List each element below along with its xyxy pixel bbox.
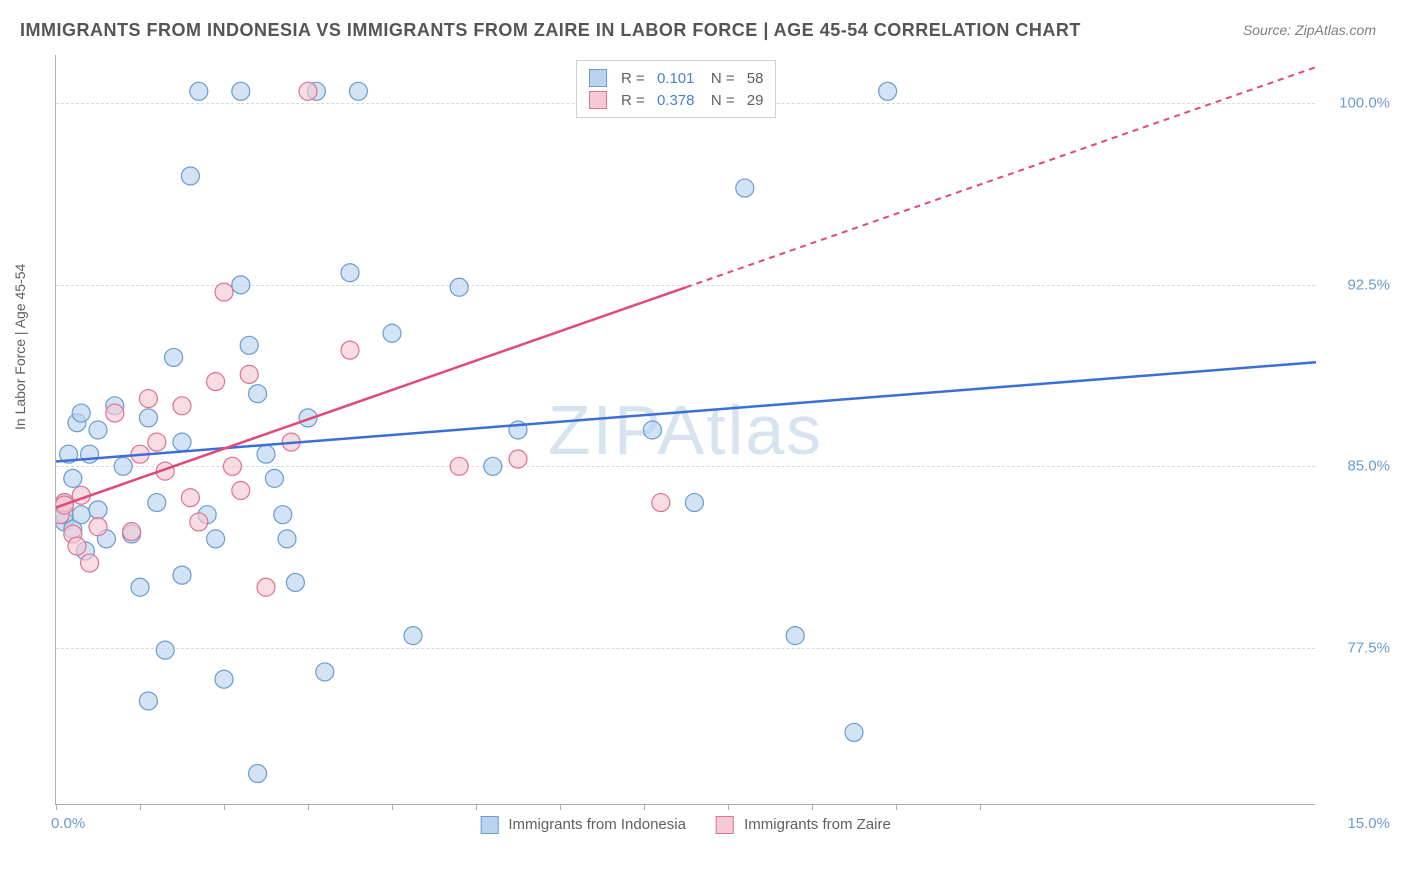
data-point — [232, 481, 250, 499]
data-point — [223, 457, 241, 475]
data-point — [286, 573, 304, 591]
data-point — [349, 82, 367, 100]
data-point — [207, 373, 225, 391]
chart-title: IMMIGRANTS FROM INDONESIA VS IMMIGRANTS … — [20, 20, 1081, 41]
data-point — [173, 397, 191, 415]
data-point — [232, 82, 250, 100]
data-point — [879, 82, 897, 100]
data-point — [181, 167, 199, 185]
data-point — [249, 385, 267, 403]
legend-n-value-2: 29 — [747, 92, 764, 109]
y-tick-label: 85.0% — [1325, 458, 1390, 475]
correlation-legend-box: R = 0.101 N = 58 R = 0.378 N = 29 — [576, 60, 776, 118]
x-axis-max-label: 15.0% — [1347, 815, 1390, 832]
legend-n-value-1: 58 — [747, 70, 764, 87]
legend-swatch-2 — [589, 91, 607, 109]
data-point — [81, 554, 99, 572]
legend-row-series-1: R = 0.101 N = 58 — [589, 67, 763, 89]
data-point — [89, 501, 107, 519]
legend-n-label: N = — [702, 92, 738, 109]
legend-label-1: Immigrants from Indonesia — [508, 816, 686, 833]
data-point — [316, 663, 334, 681]
data-point — [64, 469, 82, 487]
legend-n-label: N = — [702, 70, 738, 87]
data-point — [450, 457, 468, 475]
data-point — [652, 494, 670, 512]
legend-r-value-1: 0.101 — [657, 70, 695, 87]
legend-item-1: Immigrants from Indonesia — [480, 816, 686, 834]
y-tick-label: 77.5% — [1325, 639, 1390, 656]
data-point — [190, 82, 208, 100]
data-point — [215, 283, 233, 301]
data-point — [685, 494, 703, 512]
y-tick-label: 100.0% — [1325, 95, 1390, 112]
data-point — [786, 627, 804, 645]
y-axis-label: In Labor Force | Age 45-54 — [12, 264, 28, 430]
data-point — [114, 457, 132, 475]
data-point — [450, 278, 468, 296]
data-point — [845, 723, 863, 741]
data-point — [139, 390, 157, 408]
data-point — [173, 566, 191, 584]
data-point — [257, 445, 275, 463]
data-point — [404, 627, 422, 645]
legend-item-2: Immigrants from Zaire — [716, 816, 891, 834]
legend-row-series-2: R = 0.378 N = 29 — [589, 89, 763, 111]
legend-swatch-indonesia — [480, 816, 498, 834]
data-point — [341, 341, 359, 359]
data-point — [131, 578, 149, 596]
legend-label-2: Immigrants from Zaire — [744, 816, 891, 833]
data-point — [341, 264, 359, 282]
data-point — [265, 469, 283, 487]
data-point — [148, 433, 166, 451]
source-attribution: Source: ZipAtlas.com — [1243, 22, 1376, 38]
data-point — [123, 523, 141, 541]
data-point — [72, 404, 90, 422]
data-point — [68, 537, 86, 555]
data-point — [274, 506, 292, 524]
series-legend: Immigrants from Indonesia Immigrants fro… — [480, 816, 891, 834]
data-point — [240, 336, 258, 354]
data-point — [232, 276, 250, 294]
legend-swatch-1 — [589, 69, 607, 87]
data-point — [165, 348, 183, 366]
y-tick-label: 92.5% — [1325, 276, 1390, 293]
data-point — [148, 494, 166, 512]
legend-swatch-zaire — [716, 816, 734, 834]
data-point — [249, 765, 267, 783]
data-point — [299, 82, 317, 100]
data-point — [106, 404, 124, 422]
data-point — [257, 578, 275, 596]
legend-r-value-2: 0.378 — [657, 92, 695, 109]
data-point — [484, 457, 502, 475]
data-point — [173, 433, 191, 451]
data-point — [156, 641, 174, 659]
data-point — [207, 530, 225, 548]
data-point — [736, 179, 754, 197]
legend-r-label: R = — [621, 70, 649, 87]
data-point — [139, 692, 157, 710]
data-point — [383, 324, 401, 342]
legend-r-label: R = — [621, 92, 649, 109]
data-point — [509, 450, 527, 468]
scatter-plot-svg — [56, 55, 1316, 805]
x-axis-min-label: 0.0% — [51, 815, 85, 832]
data-point — [89, 518, 107, 536]
data-point — [215, 670, 233, 688]
data-point — [181, 489, 199, 507]
data-point — [278, 530, 296, 548]
regression-line-dashed — [686, 67, 1316, 287]
data-point — [72, 506, 90, 524]
chart-plot-area: ZIPAtlas 77.5%85.0%92.5%100.0% R = 0.101… — [55, 55, 1315, 805]
data-point — [643, 421, 661, 439]
data-point — [89, 421, 107, 439]
data-point — [190, 513, 208, 531]
data-point — [240, 365, 258, 383]
data-point — [139, 409, 157, 427]
